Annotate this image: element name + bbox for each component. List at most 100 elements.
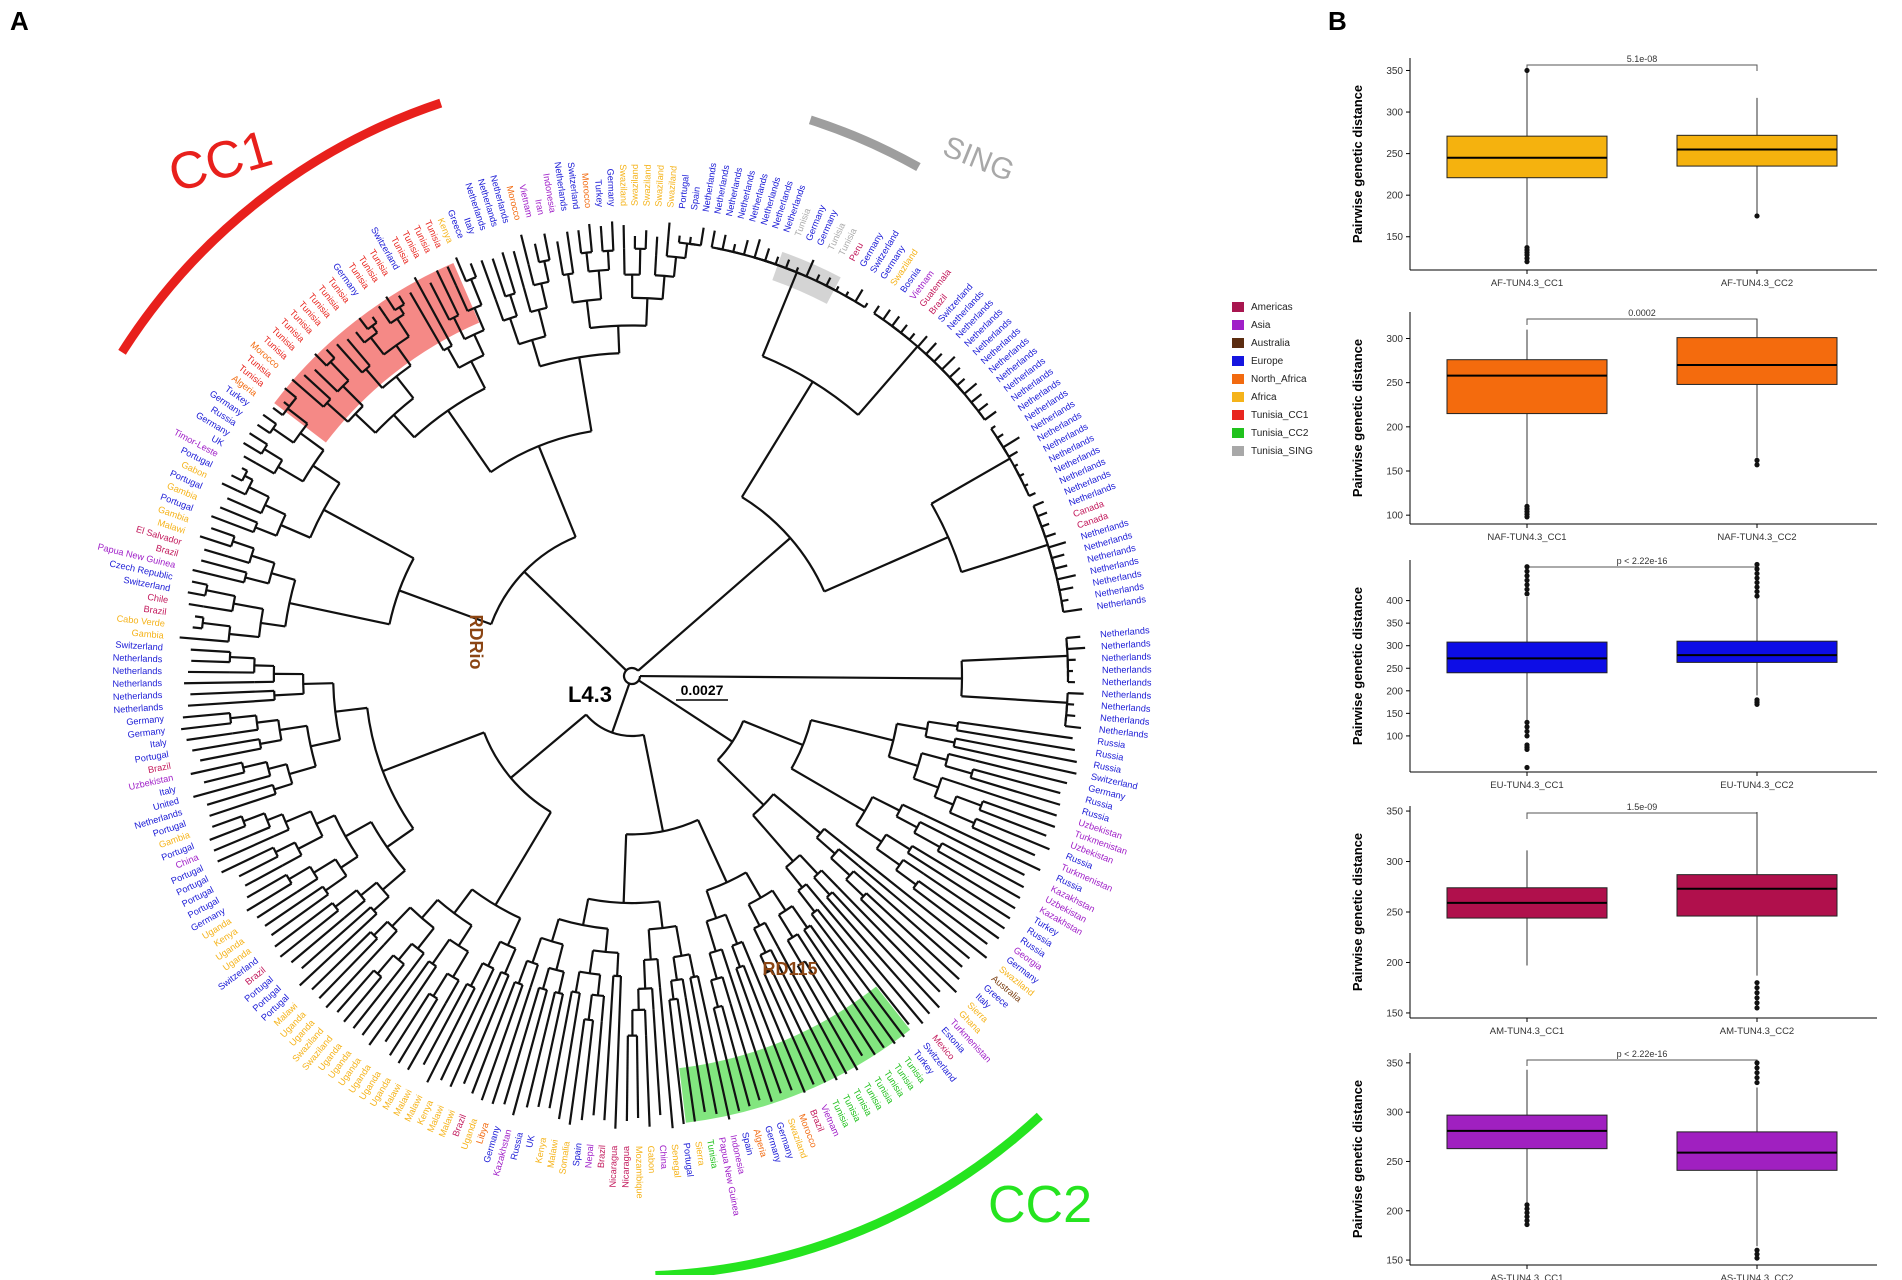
tree-branch — [643, 1009, 648, 1036]
tree-branch — [772, 793, 822, 835]
tree-branch — [600, 995, 606, 1022]
tree-branch — [891, 315, 901, 327]
outlier-point — [1754, 213, 1760, 219]
tree-branch — [652, 1009, 662, 1116]
tip-label: Senegal — [670, 1144, 683, 1178]
tree-branch — [752, 814, 794, 862]
tree-annotation: L4.3 — [568, 682, 612, 707]
outlier-point — [1754, 697, 1760, 703]
tree-branch — [190, 689, 275, 696]
tree-branch — [838, 848, 860, 867]
tree-branch — [270, 893, 329, 937]
tree-branch — [303, 374, 332, 400]
tree-branch — [221, 846, 274, 874]
tree-arc — [275, 514, 287, 537]
p-value-label: p < 2.22e-16 — [1617, 556, 1668, 566]
legend-swatch — [1232, 356, 1244, 366]
tree-branch — [642, 734, 665, 832]
tree-branch — [747, 903, 761, 927]
tree-branch — [210, 527, 235, 538]
tip-label: UK — [524, 1133, 537, 1148]
tree-branch — [797, 889, 816, 913]
tree-branch — [588, 950, 595, 974]
tree-branch — [740, 381, 814, 498]
outlier-point — [1754, 1255, 1760, 1261]
tree-branch — [289, 601, 390, 626]
tree-arc — [748, 889, 774, 906]
tree-arc — [271, 784, 277, 795]
tree-branch — [941, 842, 1025, 889]
tree-branch — [202, 621, 231, 628]
outlier-point — [1754, 579, 1760, 586]
tree-branch — [637, 537, 792, 672]
tree-arc — [602, 249, 614, 253]
tree-branch — [871, 886, 963, 968]
tree-branch — [298, 912, 378, 987]
y-tick-label: 300 — [1386, 641, 1403, 652]
outlier-point — [1754, 570, 1760, 577]
tree-branch — [566, 231, 575, 274]
tree-arc — [502, 315, 518, 322]
legend-item: Tunisia_SING — [1232, 442, 1313, 460]
tree-arc — [591, 993, 605, 998]
tip-label: Turkey — [593, 179, 605, 208]
tree-arc — [969, 768, 975, 779]
outlier-point — [1754, 1000, 1760, 1006]
legend-label: Tunisia_CC2 — [1251, 427, 1309, 439]
legend-swatch — [1232, 302, 1244, 312]
tree-arc — [394, 303, 405, 312]
tree-branch — [473, 334, 485, 356]
tree-branch — [681, 978, 687, 998]
tree-branch — [248, 826, 271, 837]
cc1-highlight — [274, 262, 480, 443]
y-tick-label: 100 — [1386, 511, 1403, 522]
tree-branch — [759, 954, 770, 973]
tree-branch — [676, 998, 697, 1122]
tree-branch — [194, 615, 204, 619]
tree-branch — [420, 899, 439, 919]
tree-branch — [318, 372, 339, 393]
y-tick-label: 200 — [1386, 958, 1403, 969]
tree-branch — [984, 410, 997, 421]
x-tick-label: AM-TUN4.3_CC2 — [1720, 1026, 1794, 1037]
tree-arc — [374, 397, 415, 434]
y-tick-label: 300 — [1386, 108, 1403, 119]
tree-arc — [257, 608, 265, 638]
tree-branch — [672, 956, 678, 981]
tree-branch — [244, 474, 254, 481]
tree-branch — [274, 902, 334, 948]
tree-branch — [344, 820, 372, 838]
legend-item: Tunisia_CC2 — [1232, 424, 1313, 442]
tree-branch — [928, 720, 958, 728]
tree-branch — [503, 987, 541, 1105]
tree-branch — [949, 811, 975, 825]
tree-branch — [491, 987, 532, 1105]
tree-branch — [831, 891, 941, 1009]
tip-labels: NetherlandsNetherlandsNetherlandsNetherl… — [97, 161, 1152, 1217]
tree-branch — [925, 342, 938, 355]
tree-branch — [647, 929, 652, 960]
tree-branch — [810, 913, 906, 1038]
tree-branch — [230, 474, 243, 482]
tree-branch — [745, 871, 762, 899]
significance-bracket — [1526, 1059, 1758, 1066]
tree-branch — [227, 555, 250, 564]
tree-branch — [381, 869, 406, 891]
tree-branch — [452, 950, 470, 978]
box — [1676, 640, 1838, 663]
tree-branch — [506, 917, 522, 946]
tree-branch — [955, 795, 982, 807]
x-tick-label: AS-TUN4.3_CC1 — [1491, 1273, 1564, 1280]
tree-branch — [885, 833, 911, 851]
tree-arc — [363, 331, 378, 344]
outlier-point — [1524, 1214, 1530, 1220]
tree-arc — [241, 470, 249, 482]
tree-branch — [255, 462, 275, 475]
tip-label: Swaziland — [618, 164, 629, 206]
tree-branch — [599, 226, 604, 252]
tree-branch — [668, 999, 685, 1125]
tree-branch — [354, 413, 377, 434]
outlier-point — [1524, 742, 1530, 748]
tree-branch — [232, 728, 259, 735]
tree-annotation: SING — [938, 130, 1018, 188]
